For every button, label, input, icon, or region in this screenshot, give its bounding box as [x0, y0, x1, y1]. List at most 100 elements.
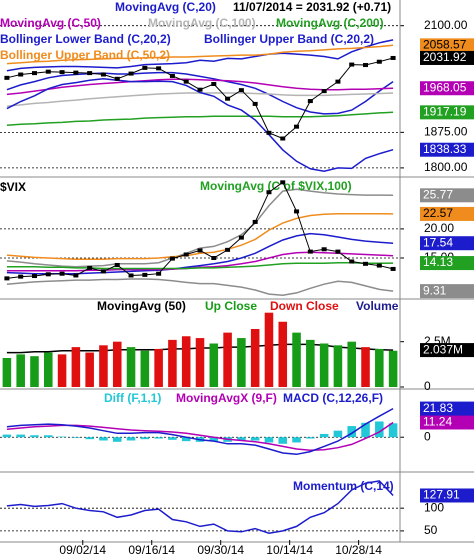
legend-entry: Bollinger Lower Band (C,20,2) [0, 32, 171, 46]
price-mark [294, 124, 300, 129]
price-mark [31, 71, 37, 76]
value-box-label: 25.77 [423, 187, 453, 201]
x-tick-label: 09/16/14 [128, 543, 175, 557]
value-box [420, 105, 474, 120]
price-mark [363, 63, 369, 68]
bar [154, 348, 163, 387]
bar [57, 354, 67, 387]
legend-entry: Down Close [270, 299, 339, 313]
bar [278, 437, 288, 444]
legend-entry: MovingAvg (C,200) [276, 16, 384, 30]
price-mark [169, 73, 175, 78]
series-line [6, 39, 394, 72]
legend-entry: Diff (F,1,1) [104, 391, 161, 405]
y-tick-label: 0 [424, 379, 431, 393]
bar [333, 430, 343, 438]
bar [333, 345, 343, 387]
bar [250, 437, 260, 441]
price-mark [280, 180, 286, 185]
price-mark [87, 71, 93, 76]
value-box-label: 1968.05 [423, 80, 467, 94]
bar [126, 437, 136, 441]
value-box [420, 206, 474, 221]
price-mark [225, 96, 231, 101]
price-mark [349, 62, 355, 67]
value-box-label: 1917.19 [423, 105, 467, 119]
value-box-label: 9.31 [423, 283, 447, 297]
series-line [6, 44, 394, 65]
series-line [6, 232, 394, 275]
price-mark [390, 266, 396, 271]
price-mark [100, 72, 106, 77]
bar [319, 433, 329, 438]
bar [209, 437, 219, 442]
price-mark [252, 219, 258, 224]
y-tick-label: 2100.00 [424, 18, 468, 32]
legend-entry: MovingAvg (C,50) [0, 16, 101, 30]
price-mark [238, 235, 244, 240]
bar [306, 339, 315, 387]
value-box [420, 81, 474, 96]
value-box [420, 343, 474, 358]
bar [264, 312, 274, 387]
value-box-label: 2.037M [423, 342, 463, 356]
legend-entry: Bollinger Upper Band (C,50,2) [0, 48, 170, 62]
series-line [6, 111, 394, 126]
price-mark [211, 81, 217, 86]
bar [140, 350, 150, 387]
value-box [420, 142, 474, 157]
price-mark [128, 273, 134, 278]
bar [181, 437, 191, 442]
price-mark [376, 59, 382, 64]
price-mark [59, 70, 65, 75]
price-mark [87, 265, 93, 270]
y-tick-label: 1875.00 [424, 125, 468, 139]
x-tick-label: 10/14/14 [266, 543, 313, 557]
value-box-label: 127.91 [423, 488, 460, 502]
price-mark [31, 274, 37, 279]
bar [223, 332, 232, 387]
price-mark [169, 256, 175, 261]
value-box [420, 415, 474, 430]
value-box [420, 38, 474, 53]
bar [209, 343, 219, 387]
bar [71, 437, 81, 438]
bar [2, 358, 12, 387]
price-mark [73, 70, 79, 75]
bar [99, 345, 108, 387]
price-mark [321, 247, 327, 252]
price-mark [266, 190, 272, 195]
subtitle: 11/07/2014 = 2031.92 (+0.71) [233, 0, 391, 14]
value-box-label: 22.57 [423, 206, 453, 220]
bar [388, 423, 398, 438]
legend-entry: $VIX [0, 180, 26, 194]
price-mark [363, 261, 369, 266]
bar [16, 354, 25, 387]
value-box [420, 50, 474, 65]
series-line [6, 278, 394, 297]
bar [85, 437, 94, 440]
bar [99, 437, 108, 441]
price-mark [18, 72, 24, 77]
bar [306, 437, 315, 439]
price-mark [266, 130, 272, 135]
price-mark [197, 87, 203, 92]
bar [112, 437, 122, 442]
x-tick-label: 09/02/14 [59, 543, 106, 557]
bar [347, 341, 356, 387]
bar [44, 435, 53, 438]
legend-entry: MovingAvgX (9,F) [176, 391, 277, 405]
value-box-label: 21.83 [423, 401, 453, 415]
series-line [6, 480, 394, 534]
price-mark [280, 136, 286, 141]
bar [126, 347, 136, 387]
bar [237, 437, 246, 441]
price-mark [73, 273, 79, 278]
bar [44, 352, 53, 387]
bar [361, 347, 370, 387]
series-line [6, 78, 394, 96]
price-mark [156, 66, 162, 71]
bar [181, 336, 191, 387]
bar [264, 437, 274, 443]
